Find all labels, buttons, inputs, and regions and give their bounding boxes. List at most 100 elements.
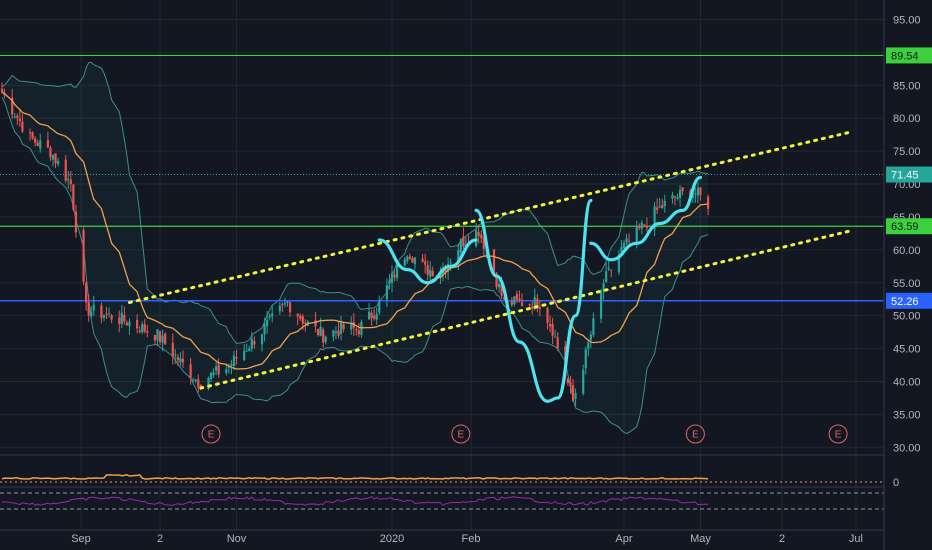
candle-body (174, 354, 177, 356)
earnings-marker[interactable]: E (201, 424, 221, 444)
candle-body (0, 88, 4, 93)
candle-body (411, 257, 414, 263)
candle-body (556, 337, 559, 349)
time-tick-label: Apr (615, 533, 632, 545)
candle-body (589, 334, 592, 341)
candle-body (599, 290, 603, 319)
earnings-marker[interactable]: E (451, 424, 471, 444)
candle-body (350, 323, 353, 330)
candle-body (278, 305, 281, 312)
candle-body (102, 315, 106, 318)
candle-body (492, 249, 496, 274)
candle-body (367, 311, 371, 320)
candle-body (482, 237, 485, 249)
candle-body (13, 116, 16, 118)
candle-body (263, 324, 266, 335)
candle-body (528, 304, 531, 306)
candle-body (533, 296, 536, 309)
price-label-bg (886, 218, 932, 235)
volume-line (1, 474, 709, 480)
earnings-marker[interactable]: E (828, 424, 848, 444)
candle-body (554, 336, 557, 338)
candle-body (663, 201, 666, 207)
candle-body (207, 377, 210, 390)
candle-body (635, 225, 638, 243)
earnings-marker[interactable]: E (685, 424, 705, 444)
candle-body (324, 336, 327, 342)
candle-body (161, 335, 164, 343)
candle-body (393, 274, 396, 278)
candle-body (156, 329, 159, 341)
candle-body (607, 267, 610, 270)
candle-body (699, 187, 702, 195)
price-label-text: 52.26 (891, 296, 919, 308)
candle-body (462, 236, 465, 247)
candle-body (444, 267, 447, 273)
candle-body (245, 350, 248, 352)
time-tick-label: 2 (157, 533, 163, 545)
candle-body (676, 197, 679, 199)
candle-body (531, 306, 534, 309)
candle-body (215, 366, 218, 371)
candle-body (334, 331, 338, 333)
time-tick-label: Sep (71, 533, 91, 545)
cup-pattern-drawing[interactable] (377, 175, 703, 403)
candle-body (645, 226, 649, 228)
candle-body (513, 296, 516, 305)
candle-body (301, 316, 304, 324)
candle-body (620, 246, 623, 253)
candle-body (673, 196, 677, 198)
candle-body (69, 179, 72, 185)
cup-3-curve[interactable] (589, 175, 703, 262)
candle-body (266, 319, 269, 327)
candle-body (18, 118, 21, 122)
channel-lower-line[interactable] (199, 228, 855, 390)
candle-body (355, 328, 358, 330)
candle-body (449, 262, 452, 264)
candle-body (235, 356, 238, 359)
candle-body (497, 283, 501, 288)
candle-body (503, 296, 506, 300)
candle-body (225, 369, 228, 374)
candle-body (110, 315, 113, 320)
candle-body (56, 160, 60, 165)
candle-body (520, 302, 524, 306)
candle-body (82, 229, 85, 282)
trend-channel[interactable] (127, 129, 855, 390)
candle-body (39, 140, 42, 149)
earnings-label: E (458, 430, 465, 441)
candle-body (123, 314, 126, 322)
candle-body (283, 303, 287, 305)
price-tick-label: 30.00 (893, 442, 921, 454)
candle-body (299, 315, 302, 319)
price-label-bg (886, 166, 932, 183)
candle-body (694, 193, 697, 195)
cup-1-curve[interactable] (377, 238, 478, 285)
price-tick-label: 75.00 (893, 146, 921, 158)
candle-body (92, 304, 95, 311)
time-axis[interactable]: Sep 2 Nov 2020 Feb Apr May 2 Jul (71, 533, 863, 545)
candle-body (661, 205, 664, 209)
candle-body (90, 311, 93, 317)
price-tick-label: 35.00 (893, 409, 921, 421)
price-tick-label: 95.00 (893, 15, 921, 27)
candle-body (510, 300, 513, 305)
candle-body (217, 364, 220, 375)
price-label-text: 63.59 (891, 221, 919, 233)
candle-body (643, 224, 646, 226)
candle-body (408, 256, 411, 259)
candle-body (546, 307, 549, 323)
candle-body (332, 330, 335, 337)
candle-body (322, 329, 325, 343)
candle-body (426, 265, 429, 275)
candle-body (54, 153, 57, 164)
lower-band (1, 97, 709, 435)
price-tick-label: 40.00 (893, 376, 921, 388)
cup-2-curve[interactable] (474, 198, 593, 403)
earnings-label: E (835, 430, 842, 441)
price-label-text: 89.54 (891, 50, 919, 62)
candle-body (181, 359, 185, 363)
candle-body (253, 340, 256, 345)
